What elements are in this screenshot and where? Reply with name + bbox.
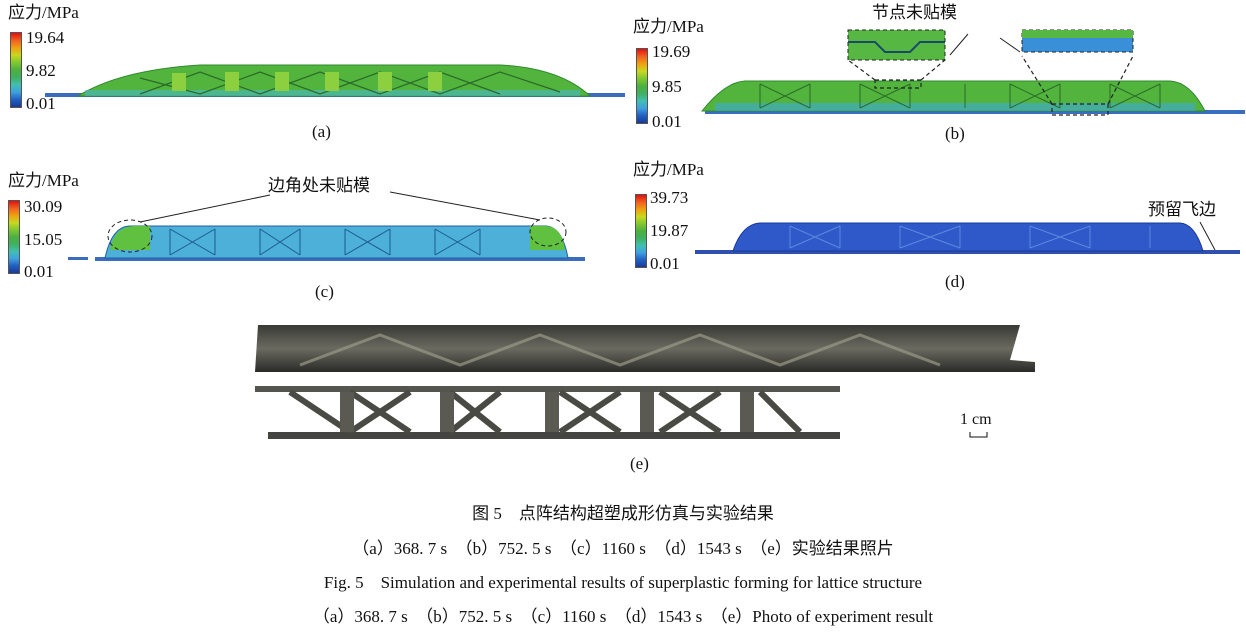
label-e: (e) (630, 454, 649, 473)
annotation-c: 边角处未贴模 (268, 176, 370, 195)
tick-mid-a: 9.82 (26, 61, 56, 80)
colorbar-b (636, 48, 648, 124)
legend-title-b: 应力/MPa (633, 17, 704, 36)
tick-mid-b: 9.85 (652, 77, 682, 96)
annotation-b: 节点未贴模 (872, 3, 957, 22)
scale-bar-label: 1 cm (960, 411, 992, 428)
tick-mid-d: 19.87 (650, 221, 689, 240)
colorbar-d (635, 194, 647, 268)
tick-mid-c: 15.05 (24, 230, 63, 249)
tick-min-b: 0.01 (652, 112, 682, 131)
caption-en-title: Fig. 5 Simulation and experimental resul… (323, 573, 923, 592)
tick-min-c: 0.01 (24, 262, 54, 281)
colorbar-c (8, 200, 20, 274)
legend-title-d: 应力/MPa (633, 160, 704, 179)
tick-max-c: 30.09 (24, 197, 63, 216)
annotation-d: 预留飞边 (1148, 200, 1216, 219)
label-a: (a) (312, 122, 331, 141)
label-c: (c) (315, 282, 334, 301)
label-d: (d) (945, 272, 965, 291)
caption-zh-title: 图 5 点阵结构超塑成形仿真与实验结果 (472, 504, 774, 523)
legend-title-c: 应力/MPa (8, 171, 79, 190)
colorbar-a (10, 32, 22, 108)
tick-max-b: 19.69 (652, 42, 691, 61)
caption-en-sub: （a）368. 7 s （b）752. 5 s （c）1160 s （d）154… (312, 607, 934, 626)
legend-title-a: 应力/MPa (8, 3, 79, 22)
tick-min-d: 0.01 (650, 254, 680, 273)
tick-max-a: 19.64 (26, 28, 65, 47)
caption-zh-sub: （a）368. 7 s （b）752. 5 s （c）1160 s （d）154… (352, 539, 894, 558)
tick-min-a: 0.01 (26, 94, 56, 113)
label-b: (b) (945, 124, 965, 143)
tick-max-d: 39.73 (650, 188, 689, 207)
